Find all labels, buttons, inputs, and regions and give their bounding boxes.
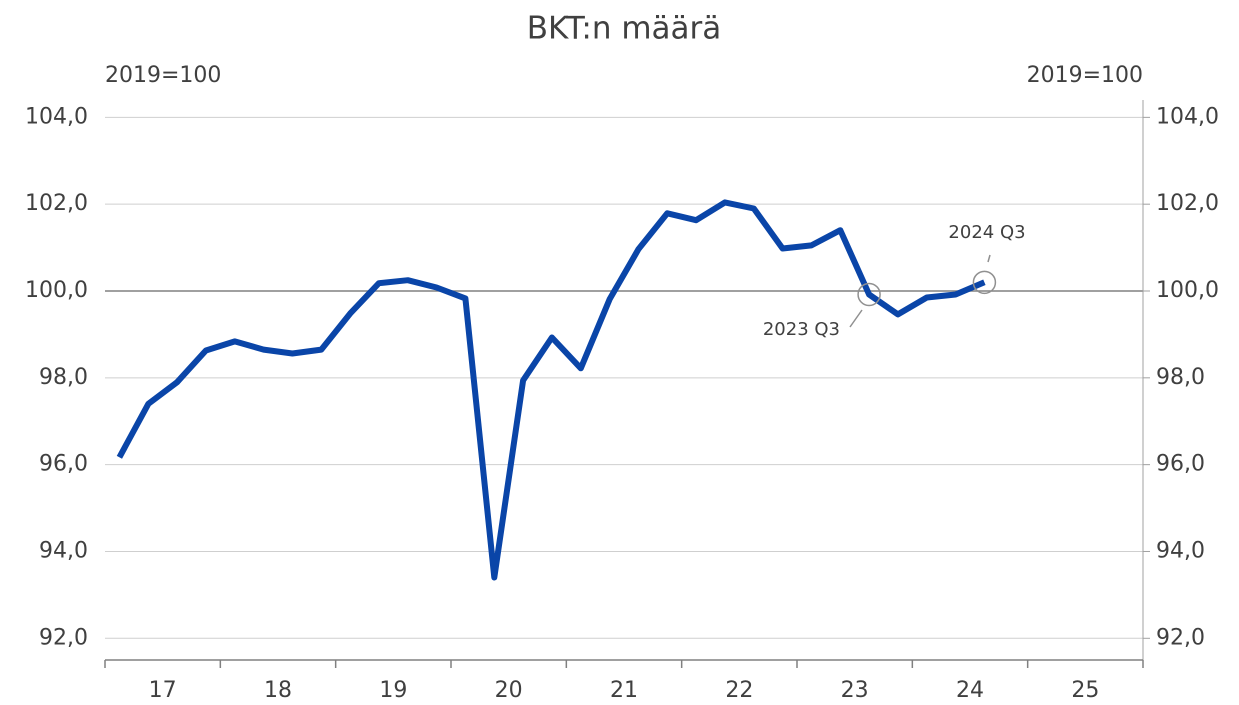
annotation-circle [972,270,997,295]
x-tick-label: 20 [495,678,523,703]
y2-tick-label: 100,0 [1156,278,1219,303]
y2-tick-label: 102,0 [1156,191,1219,216]
x-tick-label: 25 [1071,678,1099,703]
x-tick-label: 19 [379,678,407,703]
x-tick-label: 22 [725,678,753,703]
x-tick-label: 18 [264,678,292,703]
x-tick-label: 23 [841,678,869,703]
y2-tick-label: 94,0 [1156,538,1205,563]
y-tick-label: 98,0 [39,365,88,390]
x-tick-label: 24 [956,678,984,703]
y2-tick-label: 104,0 [1156,104,1219,129]
x-tick-label: 21 [610,678,638,703]
y-tick-label: 104,0 [25,104,88,129]
y-tick-label: 102,0 [25,191,88,216]
chart-title: BKT:n määrä [527,11,722,47]
y2-tick-label: 96,0 [1156,452,1205,477]
y-axis-label: 2019=100 [105,63,221,88]
annotation-label: 2023 Q3 [763,319,840,340]
y2-tick-label: 98,0 [1156,365,1205,390]
x-tick-label: 17 [149,678,177,703]
y-tick-label: 92,0 [39,625,88,650]
y2-axis-label: 2019=100 [1027,63,1143,88]
annotation-circle [857,282,881,307]
data-line [116,199,986,581]
y-tick-label: 96,0 [39,452,88,477]
y2-tick-label: 92,0 [1156,625,1205,650]
annotation-leader [849,309,863,328]
annotation-label: 2024 Q3 [948,222,1025,243]
y-tick-label: 94,0 [39,538,88,563]
annotation-leader [987,254,991,263]
y-tick-label: 100,0 [25,278,88,303]
